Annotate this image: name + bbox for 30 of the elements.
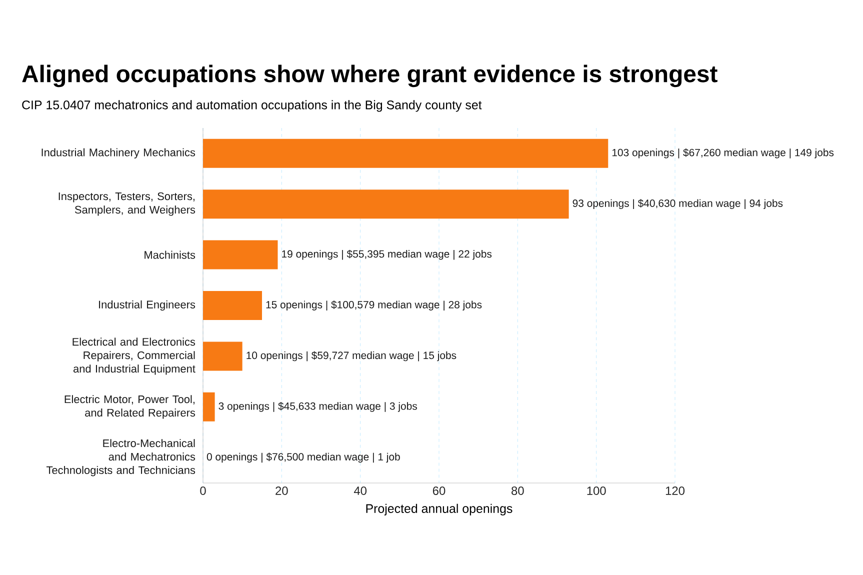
x-tick-label: 60 bbox=[432, 486, 446, 495]
x-tick-label: 80 bbox=[512, 486, 524, 495]
data-label: 0 openings | $76,500 median wage | 1 job bbox=[206, 452, 400, 463]
bar bbox=[203, 291, 262, 320]
x-tick-label: 120 bbox=[666, 486, 685, 495]
x-tick-label: 20 bbox=[276, 486, 288, 495]
x-tick-label: 0 bbox=[200, 486, 206, 495]
chart-title: Aligned occupations show where grant evidence is strongest bbox=[22, 64, 718, 88]
bar bbox=[203, 138, 608, 168]
y-tick-label: Inspectors, Testers, Sorters, Samplers, and Weighers bbox=[58, 192, 196, 216]
y-tick-label: Industrial Engineers bbox=[99, 300, 196, 311]
data-label: 3 openings | $45,633 median wage | 3 jobs bbox=[218, 402, 417, 412]
x-axis-title: Projected annual openings bbox=[366, 504, 512, 516]
x-tick-label: 100 bbox=[587, 486, 606, 495]
data-label: 19 openings | $55,395 median wage | 22 jobs bbox=[282, 250, 492, 260]
bar bbox=[203, 190, 569, 219]
bar bbox=[203, 240, 278, 270]
data-label: 93 openings | $40,630 median wage | 94 jobs bbox=[572, 199, 783, 210]
y-tick-label: Electric Motor, Power Tool, and Related Repairers bbox=[64, 395, 196, 419]
chart-subtitle: CIP 15.0407 mechatronics and automation occupations in the Big Sandy county set bbox=[22, 100, 482, 112]
x-tick-label: 40 bbox=[354, 486, 367, 495]
data-label: 103 openings | $67,260 median wage | 149 jobs bbox=[612, 148, 834, 158]
y-tick-label: Machinists bbox=[144, 250, 196, 259]
bar bbox=[203, 392, 215, 422]
data-label: 15 openings | $100,579 median wage | 28 jobs bbox=[266, 300, 482, 310]
y-tick-label: Electro-Mechanical and Mechatronics Technologists and Technicians bbox=[46, 439, 196, 476]
y-tick-label: Electrical and Electronics Repairers, Commercial and Industrial Equipment bbox=[72, 338, 196, 375]
bar bbox=[203, 342, 242, 371]
data-label: 10 openings | $59,727 median wage | 15 jobs bbox=[246, 351, 456, 362]
y-tick-label: Industrial Machinery Mechanics bbox=[42, 148, 196, 158]
